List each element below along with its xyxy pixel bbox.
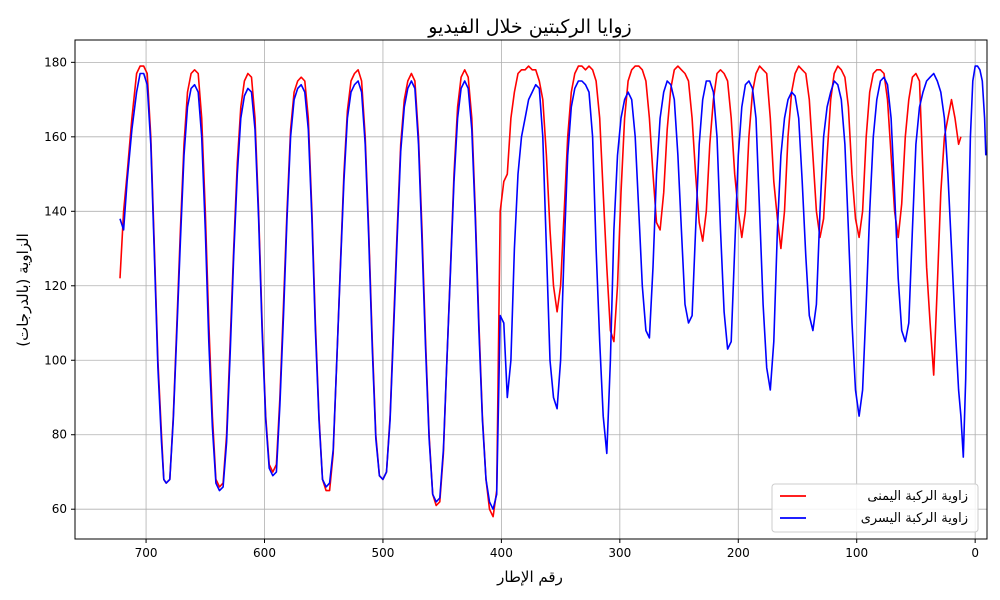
y-tick-label: 140 bbox=[44, 204, 67, 218]
chart-title: زوايا الركبتين خلال الفيديو bbox=[427, 16, 631, 38]
x-tick-label: 100 bbox=[845, 546, 868, 560]
x-tick-label: 600 bbox=[253, 546, 276, 560]
grid bbox=[75, 40, 987, 539]
y-tick-label: 60 bbox=[52, 502, 67, 516]
y-tick-label: 180 bbox=[44, 55, 67, 69]
y-tick-label: 80 bbox=[52, 428, 67, 442]
y-tick-label: 120 bbox=[44, 279, 67, 293]
y-tick-label: 100 bbox=[44, 353, 67, 367]
right-knee-angle-line bbox=[119, 65, 962, 518]
left-knee-angle-line bbox=[119, 65, 987, 511]
y-axis-label: الزاوية (بالدرجات) bbox=[14, 233, 32, 347]
legend: زاوية الركبة اليمنى زاوية الركبة اليسرى bbox=[771, 483, 979, 533]
x-tick-label: 400 bbox=[490, 546, 513, 560]
x-tick-label: 500 bbox=[371, 546, 394, 560]
y-axis-ticks: 60 80 100 120 140 160 180 bbox=[44, 55, 75, 516]
plot-frame bbox=[74, 39, 988, 540]
x-tick-label: 200 bbox=[727, 546, 750, 560]
x-tick-label: 0 bbox=[971, 546, 979, 560]
x-tick-label: 300 bbox=[608, 546, 631, 560]
series-lines bbox=[119, 65, 987, 518]
x-axis-label: رقم الإطار bbox=[496, 568, 563, 586]
legend-label-right-knee: زاوية الركبة اليمنى bbox=[867, 489, 968, 504]
x-axis-ticks: 700 600 500 400 300 200 100 0 bbox=[135, 539, 979, 560]
legend-label-left-knee: زاوية الركبة اليسرى bbox=[861, 511, 968, 526]
y-tick-label: 160 bbox=[44, 130, 67, 144]
x-tick-label: 700 bbox=[135, 546, 158, 560]
legend-box bbox=[771, 483, 979, 533]
